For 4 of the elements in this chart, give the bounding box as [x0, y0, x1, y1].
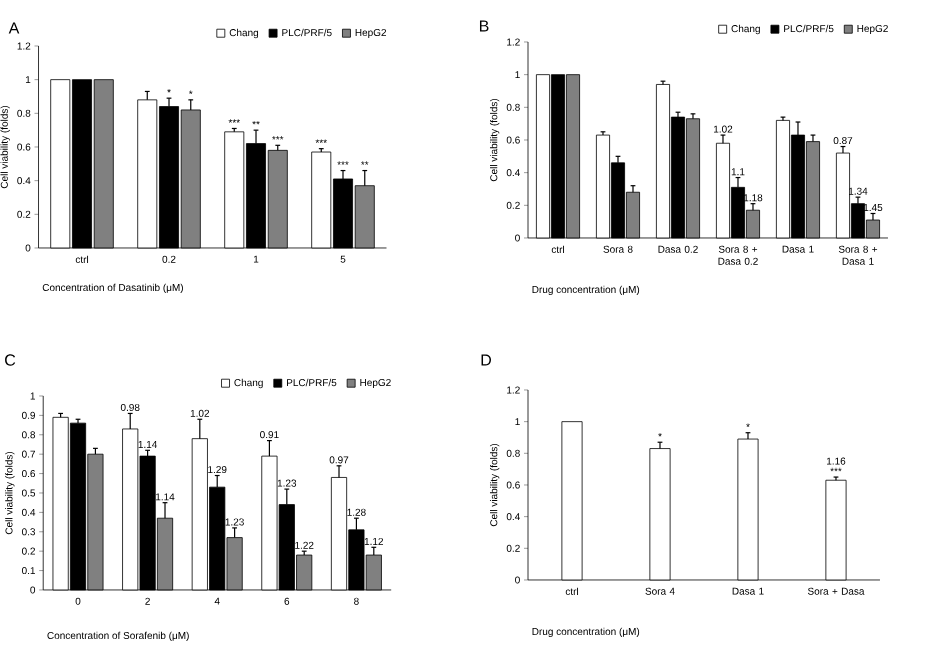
text: C: [5, 354, 16, 366]
text: D: [481, 354, 492, 366]
text: B: [479, 20, 489, 32]
text: A: [8, 22, 20, 34]
